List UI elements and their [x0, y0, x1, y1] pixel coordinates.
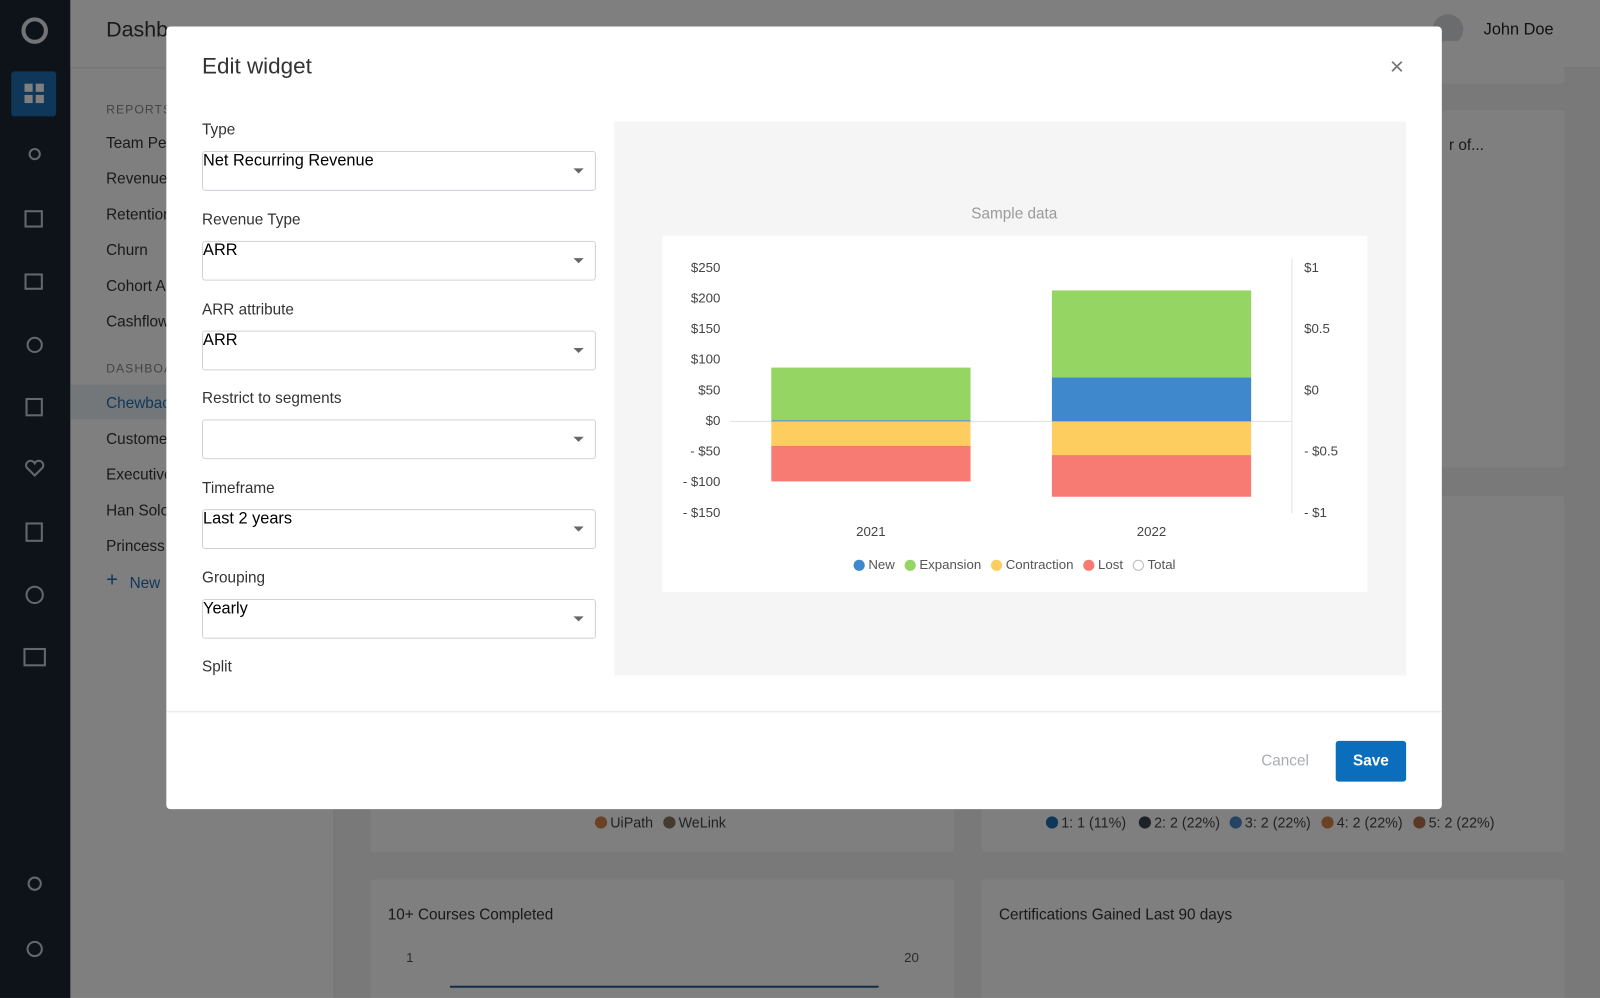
bar-segment	[771, 421, 971, 446]
field-label: Type	[202, 121, 236, 139]
y-tick-label: $50	[698, 382, 720, 397]
y-tick-label: $250	[691, 260, 720, 275]
bar-segment	[771, 420, 971, 422]
select[interactable]: Yearly	[202, 598, 596, 639]
select[interactable]: Last 2 years	[202, 509, 596, 550]
select[interactable]: ARR	[202, 240, 596, 281]
modal-title: Edit widget	[202, 53, 312, 79]
y-tick-label: - $150	[683, 505, 721, 520]
field-label: Grouping	[202, 569, 266, 587]
y-tick-label: - $50	[690, 444, 720, 459]
y-tick-label: $150	[691, 321, 720, 336]
bar-segment	[1051, 377, 1252, 422]
bar-segment	[771, 367, 971, 421]
legend-marker	[1132, 559, 1144, 571]
select-value: ARR	[203, 331, 238, 349]
legend-label: Contraction	[1006, 557, 1074, 572]
close-button[interactable]: ×	[1389, 53, 1405, 81]
legend-marker	[990, 559, 1003, 571]
field-label: Split	[202, 658, 232, 676]
field-label: Timeframe	[202, 479, 275, 498]
select[interactable]	[202, 419, 596, 460]
dropdown-arrow	[573, 437, 584, 443]
chart: $250 $200 $150 $100 $50 $0 - $50 - $100 - $150 $1…	[683, 258, 1338, 572]
y2-tick-label: $1	[1304, 260, 1319, 275]
select-value: Yearly	[203, 600, 248, 618]
x-tick-label: 2021	[856, 524, 885, 539]
legend-marker	[853, 559, 865, 571]
legend-marker	[1083, 559, 1095, 571]
y2-tick-label: - $1	[1304, 505, 1327, 520]
bar-segment	[1051, 290, 1252, 378]
field-label: ARR attribute	[202, 300, 294, 318]
select-value: Last 2 years	[203, 510, 292, 528]
dropdown-arrow	[573, 526, 584, 532]
select[interactable]: Net Recurring Revenue	[202, 151, 596, 191]
field-label: Revenue Type	[202, 211, 301, 229]
y2-tick-label: $0.5	[1304, 321, 1330, 336]
dropdown-arrow	[573, 616, 584, 622]
legend-label: New	[868, 557, 895, 572]
dropdown-arrow	[573, 257, 584, 264]
y2-tick-label: $0	[1304, 382, 1319, 397]
select-value: Net Recurring Revenue	[203, 152, 374, 170]
select-value: ARR	[203, 241, 238, 259]
save-button[interactable]: Save	[1335, 740, 1407, 782]
divider	[166, 711, 1442, 713]
bar-segment	[1051, 421, 1252, 456]
y2-tick-label: - $0.5	[1304, 444, 1338, 459]
y-tick-label: $0	[706, 413, 721, 428]
preview-label: Sample data	[971, 205, 1058, 223]
legend-label: Lost	[1098, 557, 1123, 572]
legend-label: Total	[1148, 557, 1176, 572]
legend: New Expansion Contraction Lost Total	[853, 557, 1176, 572]
dropdown-arrow	[573, 168, 584, 174]
dropdown-arrow	[573, 347, 584, 353]
legend-marker	[904, 559, 916, 571]
select[interactable]: ARR	[202, 330, 596, 370]
y-tick-label: $200	[691, 290, 720, 305]
x-tick-label: 2022	[1137, 524, 1166, 539]
bar-segment	[1051, 455, 1252, 497]
y-tick-label: $100	[691, 352, 720, 367]
cancel-button[interactable]: Cancel	[1261, 752, 1309, 770]
bar-segment	[771, 445, 971, 482]
field-label: Restrict to segments	[202, 390, 342, 408]
legend-label: Expansion	[919, 557, 981, 572]
y-tick-label: - $100	[683, 474, 721, 489]
